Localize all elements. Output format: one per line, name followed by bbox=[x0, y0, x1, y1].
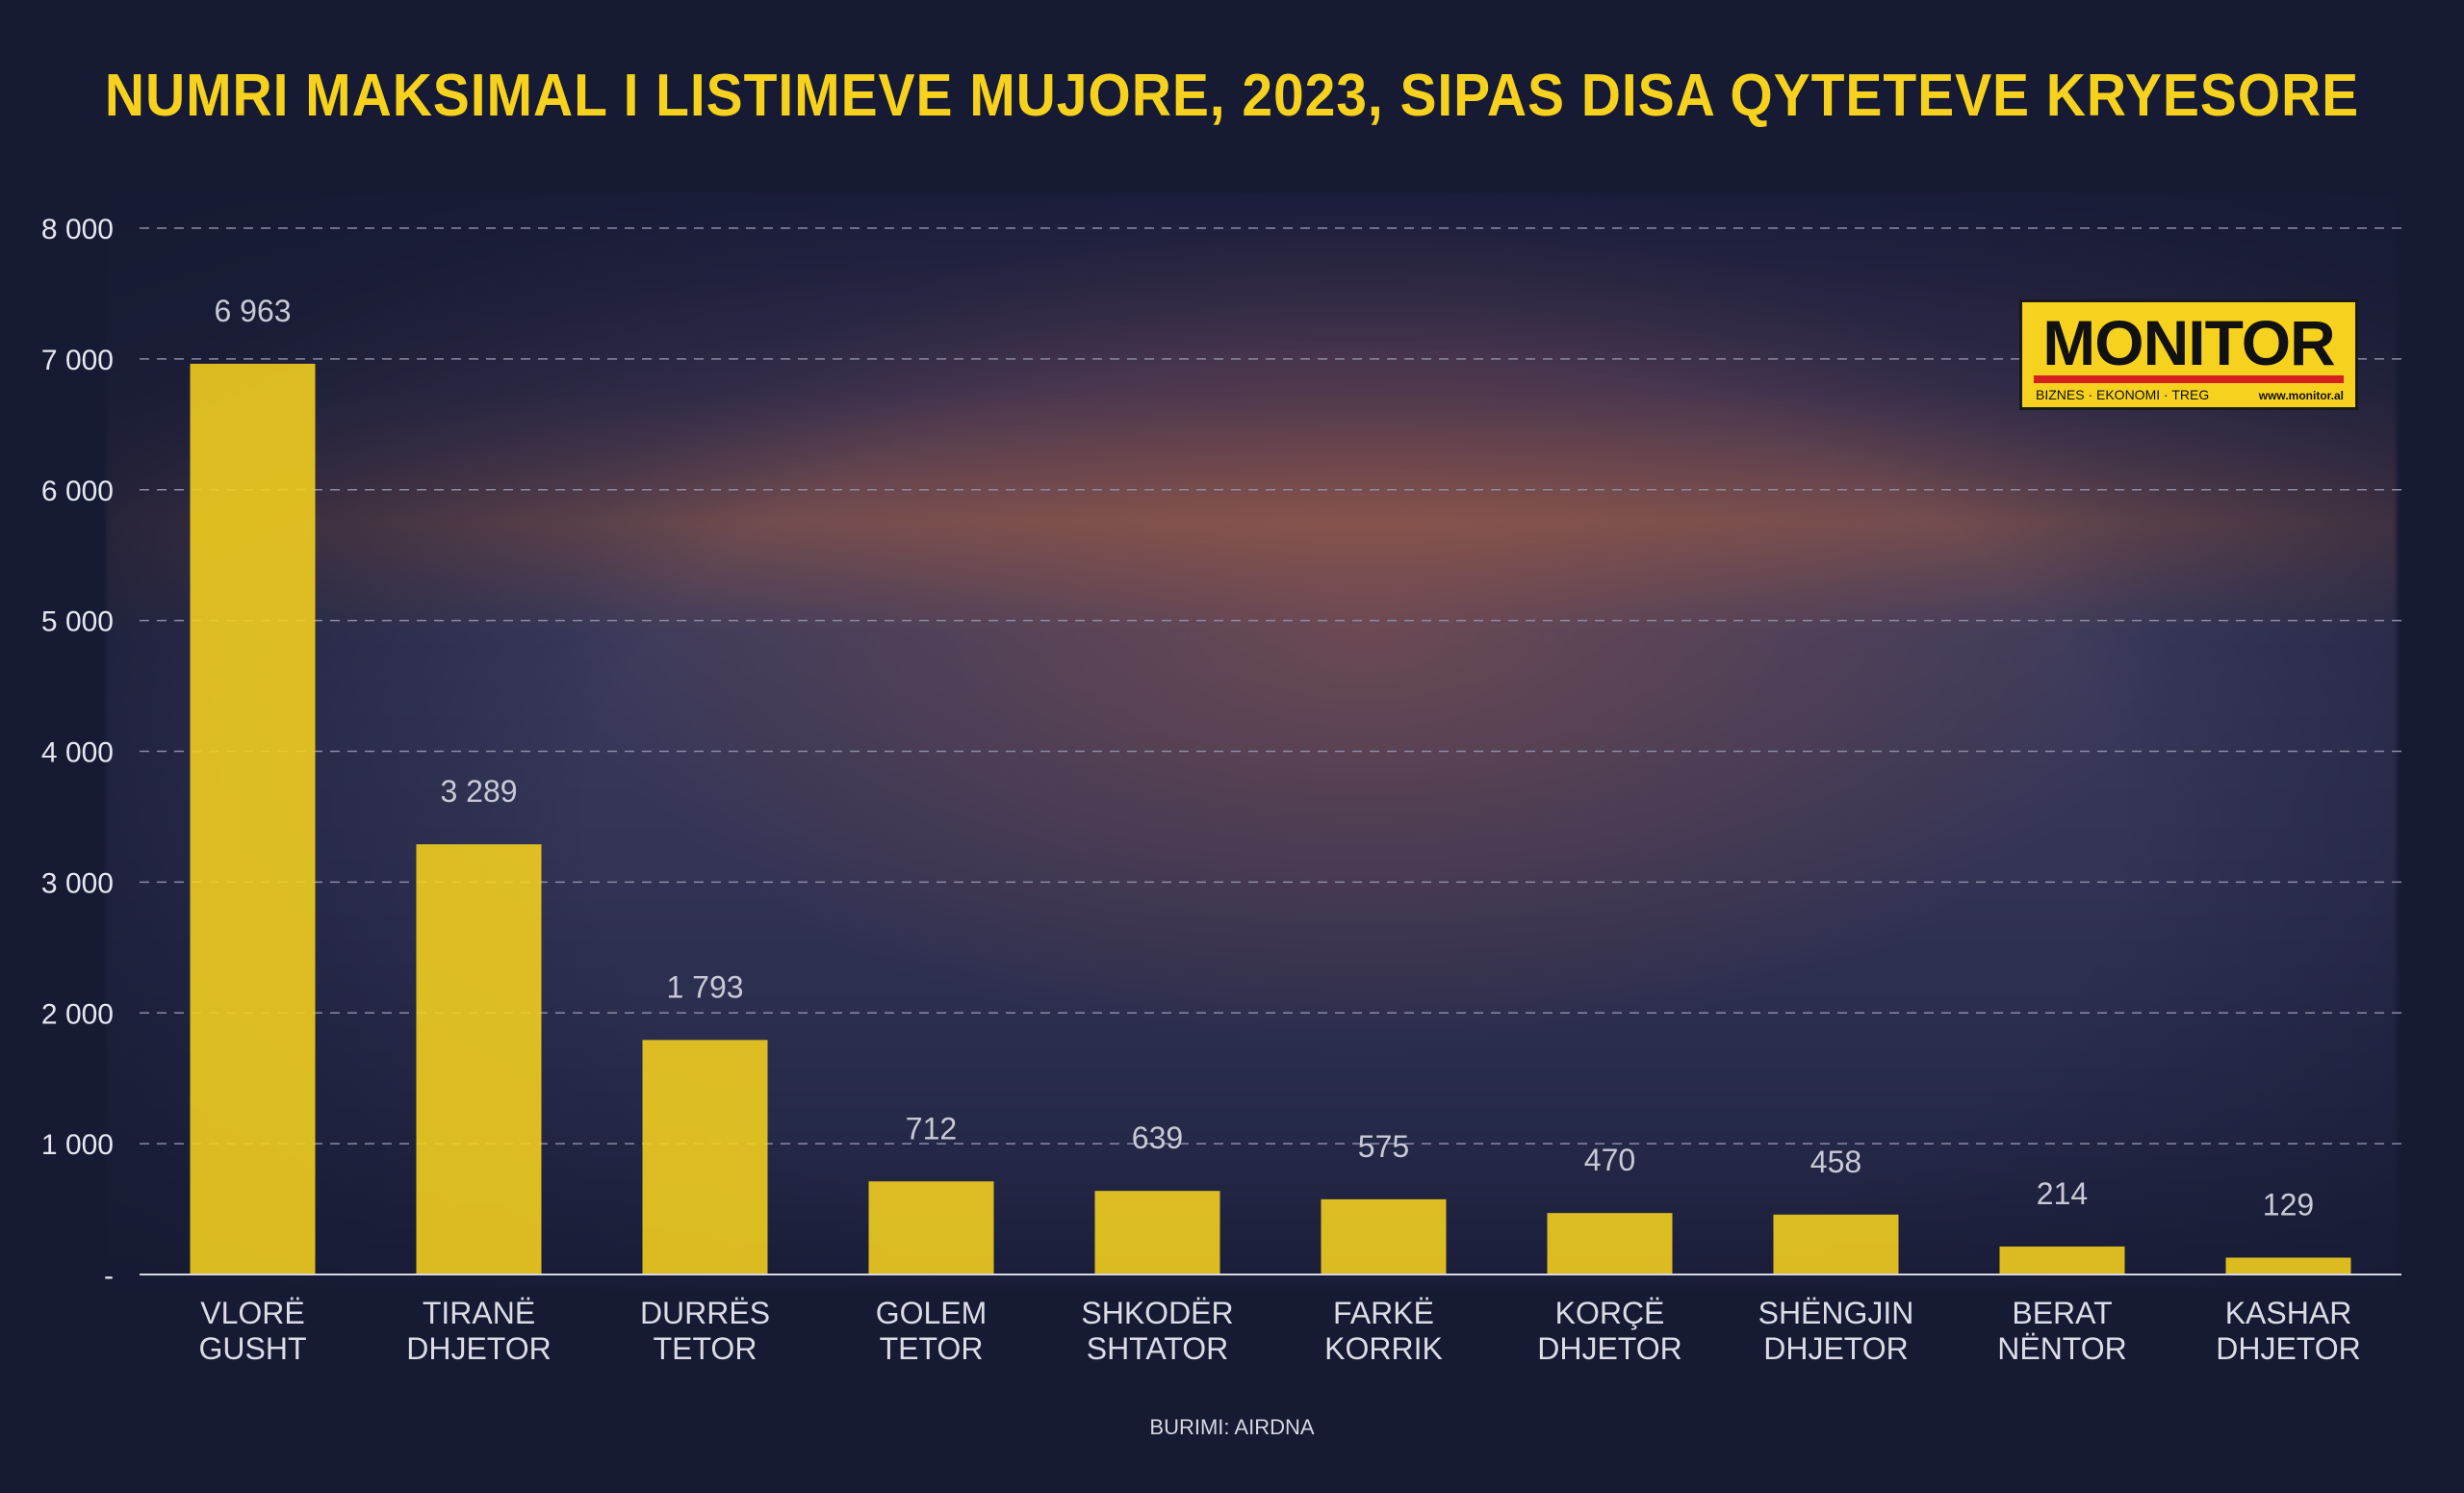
x-tick-label-city: SHËNGJIN bbox=[1758, 1296, 1914, 1330]
y-axis-ticks: - 1 000 2 000 3 000 4 000 5 000 6 000 7 000 8 00… bbox=[41, 214, 114, 1292]
bar bbox=[642, 1040, 768, 1274]
x-tick-label-city: KORÇË bbox=[1555, 1296, 1665, 1330]
value-labels: 6 963 3 289 1 793 712 639 575 470 458 214 129 bbox=[214, 294, 2314, 1223]
y-tick-label: 8 000 bbox=[41, 214, 114, 245]
value-label: 458 bbox=[1810, 1145, 1861, 1179]
x-tick-label-month: SHTATOR bbox=[1087, 1331, 1229, 1366]
bar bbox=[868, 1181, 994, 1274]
y-tick-label: 3 000 bbox=[41, 867, 114, 899]
x-tick-label-city: VLORË bbox=[200, 1296, 304, 1330]
x-tick-label-month: GUSHT bbox=[199, 1331, 307, 1366]
y-tick-label: 6 000 bbox=[41, 476, 114, 507]
y-tick-label: - bbox=[104, 1260, 114, 1292]
y-tick-label: 2 000 bbox=[41, 998, 114, 1030]
bars bbox=[190, 363, 2351, 1275]
value-label: 214 bbox=[2037, 1176, 2088, 1211]
x-tick-label-month: NËNTOR bbox=[1997, 1331, 2127, 1366]
x-tick-label-month: DHJETOR bbox=[406, 1331, 552, 1366]
x-tick-label-month: TETOR bbox=[880, 1331, 984, 1366]
value-label: 639 bbox=[1132, 1120, 1183, 1155]
y-tick-label: 7 000 bbox=[41, 345, 114, 376]
y-tick-label: 5 000 bbox=[41, 606, 114, 638]
source-note: BURIMI: AIRDNA bbox=[1149, 1415, 1315, 1439]
value-label: 470 bbox=[1584, 1143, 1635, 1177]
bar bbox=[1094, 1191, 1220, 1274]
y-tick-label: 4 000 bbox=[41, 737, 114, 769]
x-tick-label-month: TETOR bbox=[654, 1331, 757, 1366]
bar bbox=[416, 844, 542, 1274]
x-tick-label-city: KASHAR bbox=[2225, 1296, 2352, 1330]
x-tick-label-month: DHJETOR bbox=[2216, 1331, 2361, 1366]
bar bbox=[190, 363, 316, 1275]
logo-wordmark: MONITOR bbox=[2042, 307, 2335, 378]
bar bbox=[1999, 1246, 2125, 1274]
value-label: 6 963 bbox=[214, 294, 291, 328]
value-label: 3 289 bbox=[440, 774, 517, 809]
x-tick-label-city: BERAT bbox=[2012, 1296, 2112, 1330]
y-tick-label: 1 000 bbox=[41, 1129, 114, 1161]
x-tick-label-city: GOLEM bbox=[876, 1296, 988, 1330]
x-tick-label-city: DURRËS bbox=[640, 1296, 770, 1330]
value-label: 1 793 bbox=[666, 969, 743, 1004]
x-tick-label-month: DHJETOR bbox=[1537, 1331, 1682, 1366]
monitor-logo: MONITOR BIZNES · EKONOMI · TREG www.moni… bbox=[2019, 299, 2358, 410]
value-label: 712 bbox=[906, 1111, 957, 1145]
logo-tagline: BIZNES · EKONOMI · TREG bbox=[2036, 387, 2210, 402]
value-label: 575 bbox=[1358, 1129, 1409, 1164]
x-axis-ticks: VLORËGUSHTTIRANËDHJETORDURRËSTETORGOLEMT… bbox=[199, 1296, 2361, 1366]
logo-url: www.monitor.al bbox=[2258, 389, 2344, 402]
value-label: 129 bbox=[2263, 1187, 2314, 1222]
grid-lines bbox=[140, 227, 2401, 1145]
x-tick-label-city: FARKË bbox=[1333, 1296, 1434, 1330]
bar bbox=[1321, 1198, 1447, 1274]
bar bbox=[2225, 1257, 2351, 1274]
x-tick-label-month: DHJETOR bbox=[1763, 1331, 1909, 1366]
x-tick-label-city: TIRANË bbox=[423, 1296, 535, 1330]
bar bbox=[1773, 1214, 1899, 1274]
bar bbox=[1547, 1213, 1673, 1274]
x-tick-label-city: SHKODËR bbox=[1081, 1296, 1233, 1330]
logo-red-bar bbox=[2034, 375, 2344, 383]
x-tick-label-month: KORRIK bbox=[1324, 1331, 1443, 1366]
chart-title: NUMRI MAKSIMAL I LISTIMEVE MUJORE, 2023,… bbox=[104, 63, 2360, 129]
